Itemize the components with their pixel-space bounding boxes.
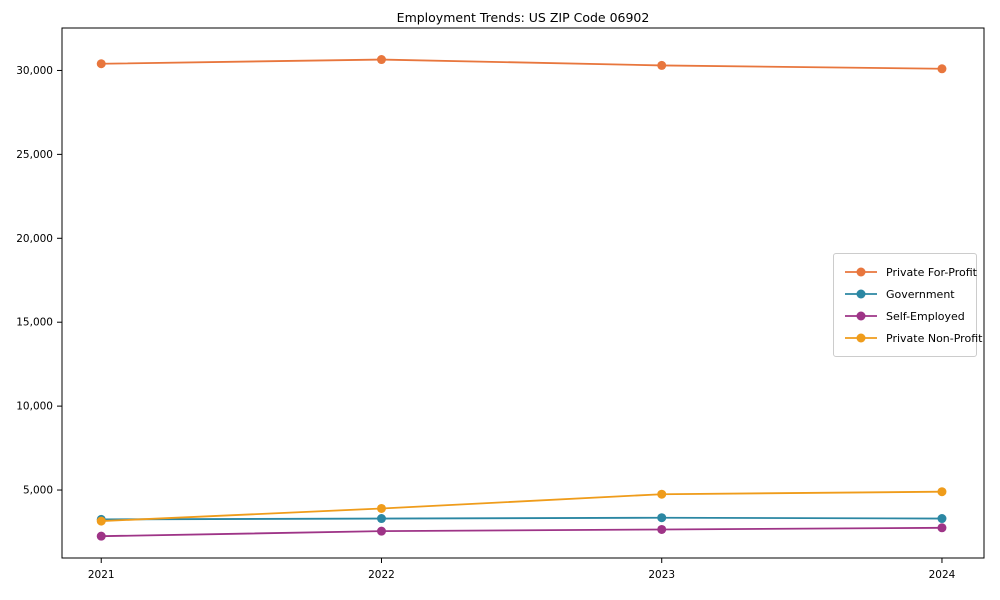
legend-item-government: Government bbox=[844, 283, 968, 305]
series-line bbox=[101, 58, 942, 70]
data-point-marker bbox=[376, 55, 386, 65]
series-line bbox=[101, 516, 942, 521]
legend-label: Self-Employed bbox=[886, 309, 965, 323]
data-point-marker bbox=[937, 64, 947, 74]
series-line bbox=[101, 490, 942, 522]
data-point-marker bbox=[657, 513, 667, 523]
data-point-marker bbox=[376, 503, 386, 513]
data-point-marker bbox=[937, 523, 947, 533]
x-tick-label: 2023 bbox=[648, 569, 675, 581]
x-tick-label: 2022 bbox=[368, 569, 395, 581]
y-tick-label: 30,000 bbox=[16, 65, 53, 77]
line-marker-icon bbox=[845, 333, 877, 343]
line-marker-icon bbox=[845, 311, 877, 321]
data-point-marker bbox=[657, 524, 667, 534]
series-line bbox=[101, 526, 942, 538]
data-point-marker bbox=[657, 60, 667, 70]
legend-label: Private Non-Profit bbox=[886, 331, 983, 345]
legend-item-self-employed: Self-Employed bbox=[844, 305, 968, 327]
legend-item-private-non-profit: Private Non-Profit bbox=[844, 327, 982, 349]
data-point-marker bbox=[96, 59, 106, 69]
x-tick-label: 2024 bbox=[929, 569, 956, 581]
line-marker-icon bbox=[845, 267, 877, 277]
data-point-marker bbox=[937, 487, 947, 497]
legend-label: Government bbox=[886, 287, 955, 301]
data-point-marker bbox=[96, 531, 106, 541]
y-tick-label: 20,000 bbox=[16, 233, 53, 245]
legend: Private For-Profit Government Self-Emplo… bbox=[833, 253, 982, 357]
y-tick-label: 25,000 bbox=[16, 149, 53, 161]
line-marker-icon bbox=[845, 289, 877, 299]
data-point-marker bbox=[657, 489, 667, 499]
legend-item-private-for-profit: Private For-Profit bbox=[844, 261, 977, 283]
x-tick-label: 2021 bbox=[88, 569, 115, 581]
y-tick-label: 15,000 bbox=[16, 317, 53, 329]
legend-label: Private For-Profit bbox=[886, 265, 977, 279]
data-point-marker bbox=[376, 514, 386, 524]
axes-frame bbox=[61, 27, 985, 559]
y-tick-label: 5,000 bbox=[23, 485, 53, 497]
data-point-marker bbox=[937, 514, 947, 524]
chart-title: Employment Trends: US ZIP Code 06902 bbox=[396, 10, 650, 25]
data-point-marker bbox=[376, 526, 386, 536]
data-point-marker bbox=[96, 516, 106, 526]
y-tick-label: 10,000 bbox=[16, 401, 53, 413]
